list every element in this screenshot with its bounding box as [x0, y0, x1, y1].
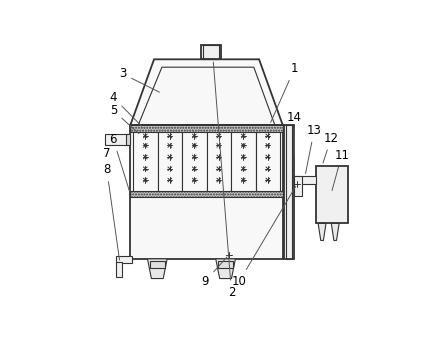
- Bar: [316, 166, 349, 223]
- Bar: [133, 132, 158, 191]
- Text: 10: 10: [232, 187, 296, 288]
- Bar: [256, 132, 280, 191]
- Text: 4: 4: [110, 91, 142, 126]
- Bar: [231, 132, 256, 191]
- Bar: [203, 45, 219, 59]
- Polygon shape: [318, 223, 326, 240]
- Text: 1: 1: [271, 62, 298, 122]
- Bar: [116, 262, 122, 277]
- Polygon shape: [331, 223, 339, 240]
- Polygon shape: [147, 259, 167, 279]
- Bar: [158, 132, 182, 191]
- Bar: [294, 176, 316, 184]
- Text: 12: 12: [323, 132, 339, 163]
- Bar: [116, 256, 132, 263]
- Bar: [206, 132, 231, 191]
- Text: 6: 6: [110, 133, 130, 192]
- Bar: [284, 125, 294, 259]
- Text: 5: 5: [110, 104, 139, 134]
- Text: 8: 8: [103, 163, 119, 260]
- Text: 3: 3: [119, 67, 159, 92]
- Bar: [201, 45, 221, 59]
- Text: 2: 2: [213, 62, 235, 299]
- Text: 14: 14: [287, 110, 302, 155]
- Bar: [131, 125, 283, 259]
- Bar: [182, 132, 206, 191]
- Bar: [150, 261, 165, 268]
- Bar: [286, 125, 292, 259]
- Bar: [131, 125, 283, 132]
- Bar: [294, 176, 302, 196]
- Text: 7: 7: [103, 142, 115, 160]
- Text: 13: 13: [305, 124, 321, 174]
- Bar: [126, 134, 131, 145]
- Text: 11: 11: [332, 149, 349, 191]
- Bar: [218, 261, 233, 268]
- Bar: [131, 191, 283, 197]
- Polygon shape: [216, 259, 235, 279]
- Polygon shape: [131, 59, 283, 125]
- Bar: [106, 134, 131, 145]
- Text: 9: 9: [202, 257, 227, 288]
